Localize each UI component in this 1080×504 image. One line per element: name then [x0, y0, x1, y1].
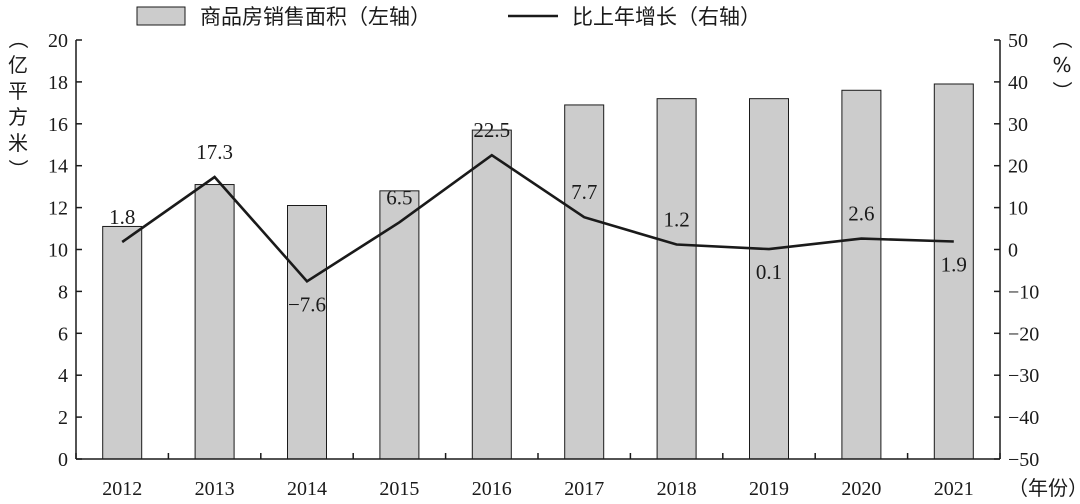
- bar-2014: [287, 205, 327, 460]
- legend-bar-swatch: [136, 6, 186, 26]
- right-tick-label: −40: [1008, 407, 1039, 429]
- x-axis-unit: （年份）: [1008, 476, 1080, 500]
- bar-2021: [933, 83, 974, 460]
- bar-2012: [102, 225, 143, 460]
- legend: 商品房销售面积（左轴） 比上年增长（右轴）: [136, 5, 761, 29]
- right-tick-label: −20: [1008, 323, 1039, 345]
- bar-2013: [194, 184, 235, 460]
- right-tick-label: 50: [1008, 30, 1028, 52]
- right-tick-label: 20: [1008, 156, 1028, 178]
- right-tick-label: 30: [1008, 114, 1028, 136]
- x-tick-label: 2012: [102, 478, 142, 500]
- left-tick-label: 0: [58, 449, 68, 471]
- growth-label-2018: 1.2: [663, 207, 689, 231]
- x-tick-label: 2013: [195, 478, 235, 500]
- x-tick-label: 2017: [564, 478, 604, 500]
- axes-group: 0 2 4 6 8 10 12 14 16 18 20 −50 −40 −30 −20 −10 0 10 20 30 4…: [48, 30, 1039, 500]
- growth-line: [121, 153, 954, 283]
- left-tick-label: 18: [48, 72, 68, 94]
- x-tick-label: 2014: [287, 478, 327, 500]
- left-tick-label: 2: [58, 407, 68, 429]
- growth-label-2014: −7.6: [288, 292, 326, 316]
- data-labels-group: 1.8 17.3 −7.6 6.5 22.5 7.7 1.2 0.1 2.6 1.9: [109, 118, 967, 316]
- unit-char: （: [6, 29, 30, 49]
- growth-label-2019: 0.1: [756, 260, 782, 284]
- bar-2020: [841, 89, 882, 460]
- bar-2017: [564, 104, 605, 460]
- left-tick-label: 16: [48, 114, 68, 136]
- unit-char: %: [1052, 53, 1071, 77]
- growth-label-2012: 1.8: [109, 205, 135, 229]
- bars-group: [102, 83, 974, 460]
- unit-char: ）: [1050, 81, 1074, 101]
- left-tick-label: 6: [58, 323, 68, 345]
- unit-char: ）: [6, 159, 30, 179]
- right-tick-label: −10: [1008, 281, 1039, 303]
- growth-label-2016: 22.5: [473, 118, 510, 142]
- unit-char: 平: [8, 79, 28, 103]
- growth-label-2017: 7.7: [571, 180, 597, 204]
- unit-char: 方: [8, 105, 28, 129]
- bar-2019: [749, 98, 789, 460]
- right-tick-label: −30: [1008, 365, 1039, 387]
- right-tick-label: 10: [1008, 198, 1028, 220]
- right-tick-label: −50: [1008, 449, 1039, 471]
- legend-bar-label: 商品房销售面积（左轴）: [200, 5, 431, 29]
- growth-line-group: [121, 153, 954, 283]
- unit-char: 亿: [8, 53, 28, 77]
- x-tick-label: 2016: [472, 478, 512, 500]
- x-tick-label: 2021: [934, 478, 974, 500]
- growth-label-2015: 6.5: [386, 185, 412, 209]
- x-tick-label: 2015: [379, 478, 419, 500]
- left-tick-label: 20: [48, 30, 68, 52]
- growth-label-2021: 1.9: [941, 253, 967, 277]
- bar-2015: [379, 190, 420, 460]
- left-tick-label: 8: [58, 281, 68, 303]
- legend-line-label: 比上年增长（右轴）: [572, 5, 761, 29]
- unit-char: （: [1050, 29, 1074, 49]
- x-tick-label: 2020: [841, 478, 881, 500]
- left-tick-label: 14: [48, 156, 68, 178]
- right-axis-unit: （% ）: [1050, 29, 1074, 101]
- left-tick-label: 10: [48, 240, 68, 262]
- bar-2016: [471, 129, 512, 460]
- unit-char: 米: [8, 131, 28, 155]
- left-tick-label: 4: [58, 365, 68, 387]
- right-tick-label: 0: [1008, 240, 1018, 262]
- right-tick-label: 40: [1008, 72, 1028, 94]
- growth-label-2013: 17.3: [196, 140, 233, 164]
- left-tick-label: 12: [48, 198, 68, 220]
- growth-label-2020: 2.6: [848, 202, 874, 226]
- x-tick-label: 2018: [657, 478, 697, 500]
- x-tick-label: 2019: [749, 478, 789, 500]
- bar-2018: [656, 98, 697, 460]
